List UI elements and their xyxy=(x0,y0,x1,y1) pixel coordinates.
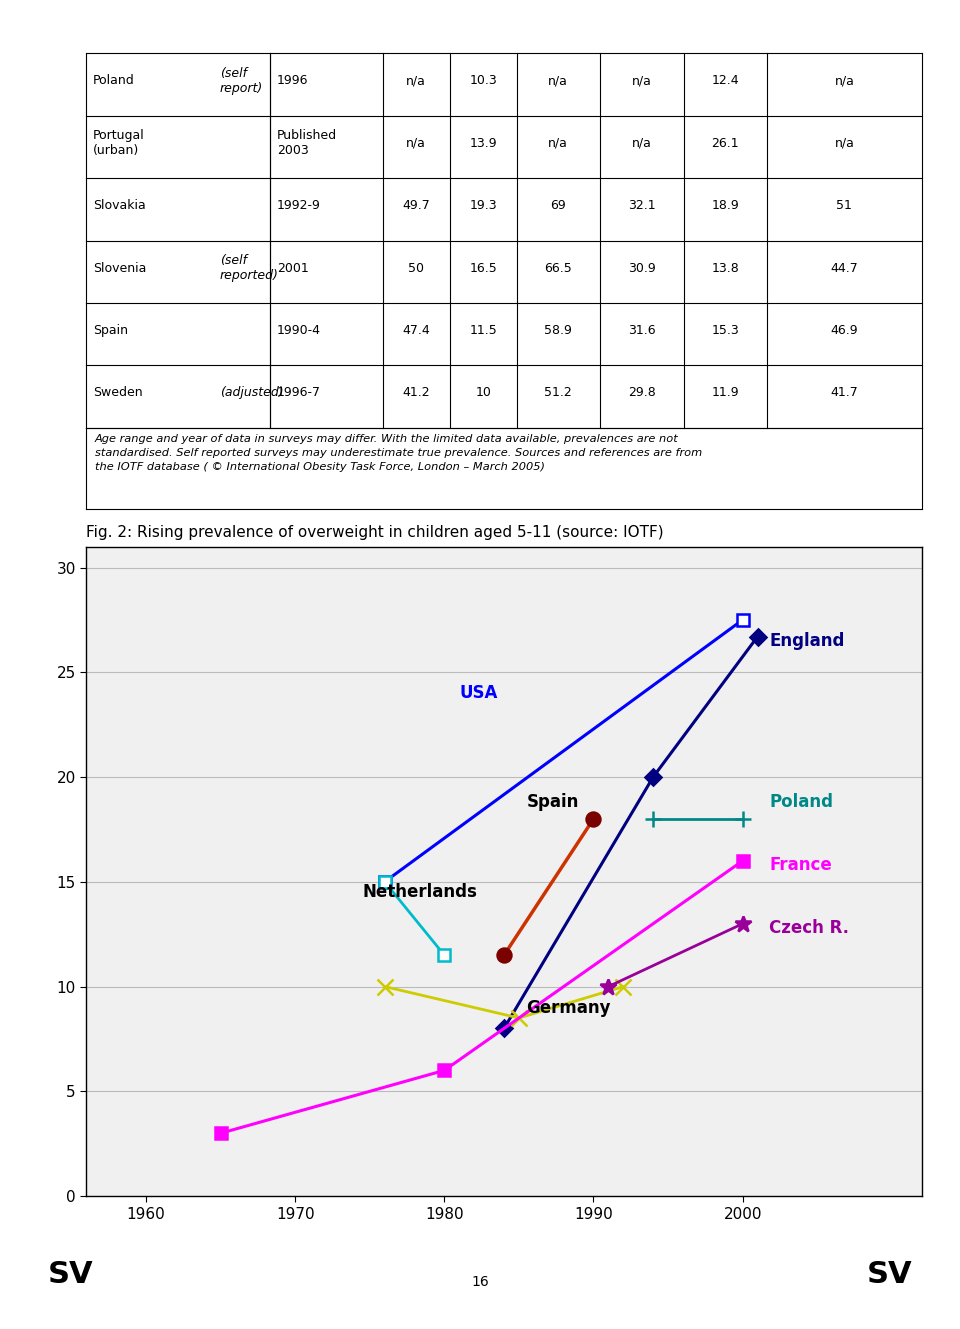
Text: (self
reported): (self reported) xyxy=(220,254,279,282)
Text: 13.8: 13.8 xyxy=(711,262,739,275)
Text: n/a: n/a xyxy=(632,74,652,88)
Text: 49.7: 49.7 xyxy=(402,199,430,213)
Text: 69: 69 xyxy=(550,199,566,213)
Text: (adjusted): (adjusted) xyxy=(220,387,283,400)
Text: 1990-4: 1990-4 xyxy=(276,324,321,338)
Text: SV: SV xyxy=(48,1260,94,1289)
Text: n/a: n/a xyxy=(632,137,652,150)
Text: 32.1: 32.1 xyxy=(628,199,656,213)
Text: Age range and year of data in surveys may differ. With the limited data availabl: Age range and year of data in surveys ma… xyxy=(95,435,702,472)
Text: (self
report): (self report) xyxy=(220,66,263,94)
Text: Sweden: Sweden xyxy=(93,387,143,400)
Text: 12.4: 12.4 xyxy=(711,74,739,88)
Text: 58.9: 58.9 xyxy=(544,324,572,338)
Text: 10.3: 10.3 xyxy=(469,74,497,88)
Text: n/a: n/a xyxy=(834,137,854,150)
Text: 41.2: 41.2 xyxy=(402,387,430,400)
Text: 10: 10 xyxy=(475,387,492,400)
Text: England: England xyxy=(770,631,845,650)
Text: 1996-7: 1996-7 xyxy=(276,387,321,400)
Text: 26.1: 26.1 xyxy=(711,137,739,150)
Text: France: France xyxy=(770,856,832,874)
Text: 1992-9: 1992-9 xyxy=(276,199,321,213)
Text: Spain: Spain xyxy=(93,324,128,338)
Text: SV: SV xyxy=(866,1260,912,1289)
Text: Poland: Poland xyxy=(770,793,833,811)
Text: 18.9: 18.9 xyxy=(711,199,739,213)
Text: 30.9: 30.9 xyxy=(628,262,656,275)
Text: 16.5: 16.5 xyxy=(469,262,497,275)
Text: 13.9: 13.9 xyxy=(469,137,497,150)
Text: 44.7: 44.7 xyxy=(830,262,858,275)
Text: 11.9: 11.9 xyxy=(711,387,739,400)
Text: 51: 51 xyxy=(836,199,852,213)
Text: 46.9: 46.9 xyxy=(830,324,858,338)
Text: 66.5: 66.5 xyxy=(544,262,572,275)
Text: Netherlands: Netherlands xyxy=(362,884,477,901)
Text: Published
2003: Published 2003 xyxy=(276,129,337,157)
Text: 29.8: 29.8 xyxy=(628,387,656,400)
Text: n/a: n/a xyxy=(406,74,426,88)
Text: 11.5: 11.5 xyxy=(469,324,497,338)
Text: Spain: Spain xyxy=(526,793,579,811)
Text: 19.3: 19.3 xyxy=(469,199,497,213)
Text: Czech R.: Czech R. xyxy=(770,918,850,937)
Text: Slovenia: Slovenia xyxy=(93,262,147,275)
Text: n/a: n/a xyxy=(548,74,568,88)
Text: 41.7: 41.7 xyxy=(830,387,858,400)
Text: n/a: n/a xyxy=(548,137,568,150)
Text: Slovakia: Slovakia xyxy=(93,199,146,213)
Text: 16: 16 xyxy=(471,1275,489,1289)
Text: 15.3: 15.3 xyxy=(711,324,739,338)
Text: Fig. 2: Rising prevalence of overweight in children aged 5-11 (source: IOTF): Fig. 2: Rising prevalence of overweight … xyxy=(86,525,664,541)
Text: 2001: 2001 xyxy=(276,262,308,275)
Text: USA: USA xyxy=(459,684,497,702)
Text: 50: 50 xyxy=(408,262,424,275)
Text: Germany: Germany xyxy=(526,998,611,1017)
Text: n/a: n/a xyxy=(834,74,854,88)
Text: Poland: Poland xyxy=(93,74,134,88)
Text: n/a: n/a xyxy=(406,137,426,150)
Text: 31.6: 31.6 xyxy=(628,324,656,338)
Text: 51.2: 51.2 xyxy=(544,387,572,400)
Text: 1996: 1996 xyxy=(276,74,308,88)
Text: 47.4: 47.4 xyxy=(402,324,430,338)
Text: Portugal
(urban): Portugal (urban) xyxy=(93,129,145,157)
